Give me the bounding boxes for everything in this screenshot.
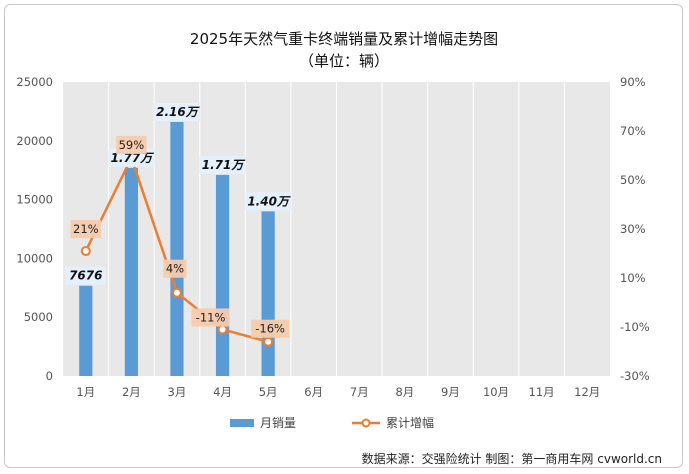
x-tick-label: 12月 xyxy=(574,385,600,399)
x-tick-label: 7月 xyxy=(350,385,369,399)
bar-label-box xyxy=(153,102,200,121)
x-tick-label: 9月 xyxy=(441,385,460,399)
y-right-tick-label: -10% xyxy=(620,320,650,334)
bar-label-box xyxy=(65,266,106,285)
bar-month-sales xyxy=(261,211,275,376)
legend-swatch-bar xyxy=(230,419,254,427)
line-data-label: -16% xyxy=(255,322,285,336)
y-left-tick-label: 10000 xyxy=(16,251,53,265)
bar-month-sales xyxy=(170,121,184,376)
bar-data-label: 2.16万 xyxy=(156,105,200,119)
line-point xyxy=(263,336,274,347)
x-tick-label: 4月 xyxy=(213,385,232,399)
y-right-tick-label: 90% xyxy=(620,75,646,89)
line-data-label: -11% xyxy=(196,310,226,324)
bar-month-sales xyxy=(124,167,138,376)
bar-label-box xyxy=(245,192,292,211)
source-note: 数据来源：交强险统计 制图：第一商用车网 cvworld.cn xyxy=(362,451,662,466)
y-right-tick-label: 10% xyxy=(620,271,646,285)
y-right-tick-label: 30% xyxy=(620,222,646,236)
legend-swatch-marker xyxy=(361,418,371,428)
x-tick-label: 2月 xyxy=(122,385,141,399)
bar-data-label: 1.40万 xyxy=(247,194,291,208)
line-label-box xyxy=(116,135,147,154)
line-label-box xyxy=(191,308,230,327)
legend-label-line: 累计增幅 xyxy=(386,415,434,430)
y-left-tick-label: 25000 xyxy=(16,75,53,89)
y-left-tick-label: 20000 xyxy=(16,134,53,148)
x-tick-label: 11月 xyxy=(529,385,555,399)
line-point xyxy=(80,246,91,257)
bar-label-box xyxy=(199,155,246,174)
line-label-box xyxy=(251,319,290,338)
y-left-tick-label: 0 xyxy=(46,369,53,383)
line-point xyxy=(171,287,182,298)
legend-label-bar: 月销量 xyxy=(260,416,296,430)
bar-data-label: 1.77万 xyxy=(111,151,155,165)
x-tick-label: 3月 xyxy=(168,385,187,399)
y-left-tick-label: 5000 xyxy=(24,310,53,324)
x-tick-label: 5月 xyxy=(259,385,278,399)
y-left-tick-label: 15000 xyxy=(16,193,53,207)
y-right-tick-label: -30% xyxy=(620,369,650,383)
y-right-tick-label: 70% xyxy=(620,124,646,138)
bar-data-label: 7676 xyxy=(69,269,102,283)
bar-data-label: 1.71万 xyxy=(202,158,246,172)
line-data-label: 59% xyxy=(119,138,145,152)
x-tick-label: 6月 xyxy=(304,385,323,399)
bar-month-sales xyxy=(79,285,93,376)
x-tick-label: 10月 xyxy=(483,385,509,399)
chart-subtitle: （单位：辆） xyxy=(299,52,389,70)
y-right-tick-label: 50% xyxy=(620,173,646,187)
line-data-label: 4% xyxy=(166,262,184,276)
line-data-label: 21% xyxy=(73,222,99,236)
bar-month-sales xyxy=(215,174,230,376)
x-tick-label: 1月 xyxy=(76,385,95,399)
legend: 月销量 累计增幅 xyxy=(230,415,434,430)
line-point xyxy=(217,324,228,335)
line-label-box xyxy=(70,220,102,239)
x-tick-label: 8月 xyxy=(395,385,414,399)
chart-title: 2025年天然气重卡终端销量及累计增幅走势图 xyxy=(190,30,498,48)
line-label-box xyxy=(163,259,187,278)
